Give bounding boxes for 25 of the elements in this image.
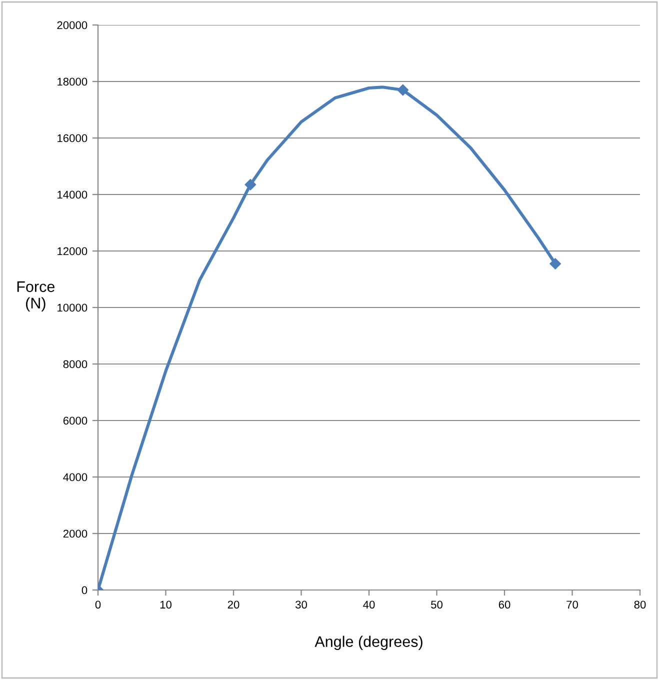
x-tick-label: 70 (566, 600, 578, 609)
y-tick-label: 16000 (58, 134, 88, 142)
y-tick-label: 14000 (58, 190, 88, 199)
x-tick-label: 20 (228, 600, 240, 609)
y-tick-label: 18000 (58, 78, 88, 86)
point (550, 258, 561, 270)
y-tick-label: 10000 (58, 304, 88, 312)
y-tick-label: 0 (82, 586, 88, 594)
y-tick-label: 8000 (63, 360, 88, 368)
x-tick-label: 80 (634, 600, 646, 609)
x-tick-label: 50 (431, 600, 442, 609)
y-tick-label: 2000 (63, 530, 88, 538)
x-tick-label: 40 (363, 600, 375, 609)
y-axis-title: Force (N) (17, 281, 55, 312)
y-tick-label: 20000 (57, 21, 88, 30)
y-tick-label: 4000 (63, 473, 88, 482)
x-tick-label: 60 (498, 600, 510, 609)
x-axis-title: Angle (degrees) (314, 636, 422, 650)
y-tick-label: 6000 (63, 416, 88, 425)
x-tick-label: 10 (160, 600, 172, 609)
x-tick-label: 30 (295, 600, 307, 609)
y-tick-label: 12000 (58, 247, 88, 256)
point (244, 179, 256, 190)
point (397, 84, 408, 96)
x-tick-label: 0 (95, 600, 101, 609)
